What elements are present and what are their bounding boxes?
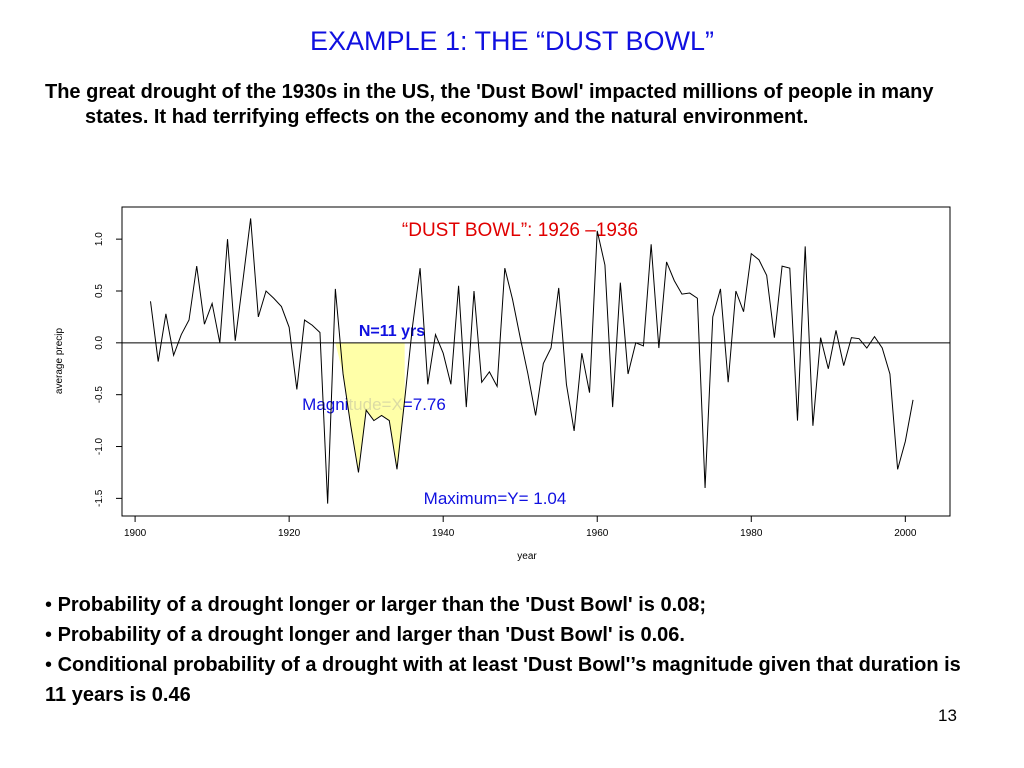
- bullet: Probability of a drought longer or large…: [45, 590, 975, 620]
- bullet: Probability of a drought longer and larg…: [45, 620, 975, 650]
- slide-title: EXAMPLE 1: THE “DUST BOWL”: [309, 26, 715, 56]
- x-tick-label: 1940: [432, 528, 455, 539]
- y-tick-label: -1.5: [94, 489, 105, 507]
- drought-area: [335, 342, 405, 473]
- x-tick-label: 1920: [278, 528, 301, 539]
- bullet: Conditional probability of a drought wit…: [45, 650, 975, 710]
- bullet-list: Probability of a drought longer or large…: [45, 590, 975, 710]
- y-tick-label: -1.0: [94, 437, 105, 455]
- page-number: 13: [938, 706, 957, 725]
- x-tick-label: 1980: [740, 528, 763, 539]
- y-tick-label: 1.0: [94, 232, 105, 246]
- plot-frame: [121, 206, 951, 517]
- intro-text: The great drought of the 1930s in the US…: [45, 81, 934, 128]
- x-tick-label: 2000: [894, 528, 917, 539]
- y-tick-label: 0.0: [94, 335, 105, 349]
- y-tick-label: -0.5: [94, 386, 105, 404]
- annotation: N=11 yrs: [359, 323, 425, 340]
- y-tick-label: 0.5: [94, 284, 105, 298]
- x-tick-label: 1960: [586, 528, 609, 539]
- x-axis-label: year: [517, 551, 537, 562]
- y-axis-label: average precip: [54, 327, 65, 394]
- data-line: [150, 218, 914, 504]
- annotation: Maximum=Y= 1.04: [424, 489, 567, 508]
- x-tick-label: 1900: [124, 528, 147, 539]
- chart-title: “DUST BOWL”: 1926 –1936: [402, 220, 638, 241]
